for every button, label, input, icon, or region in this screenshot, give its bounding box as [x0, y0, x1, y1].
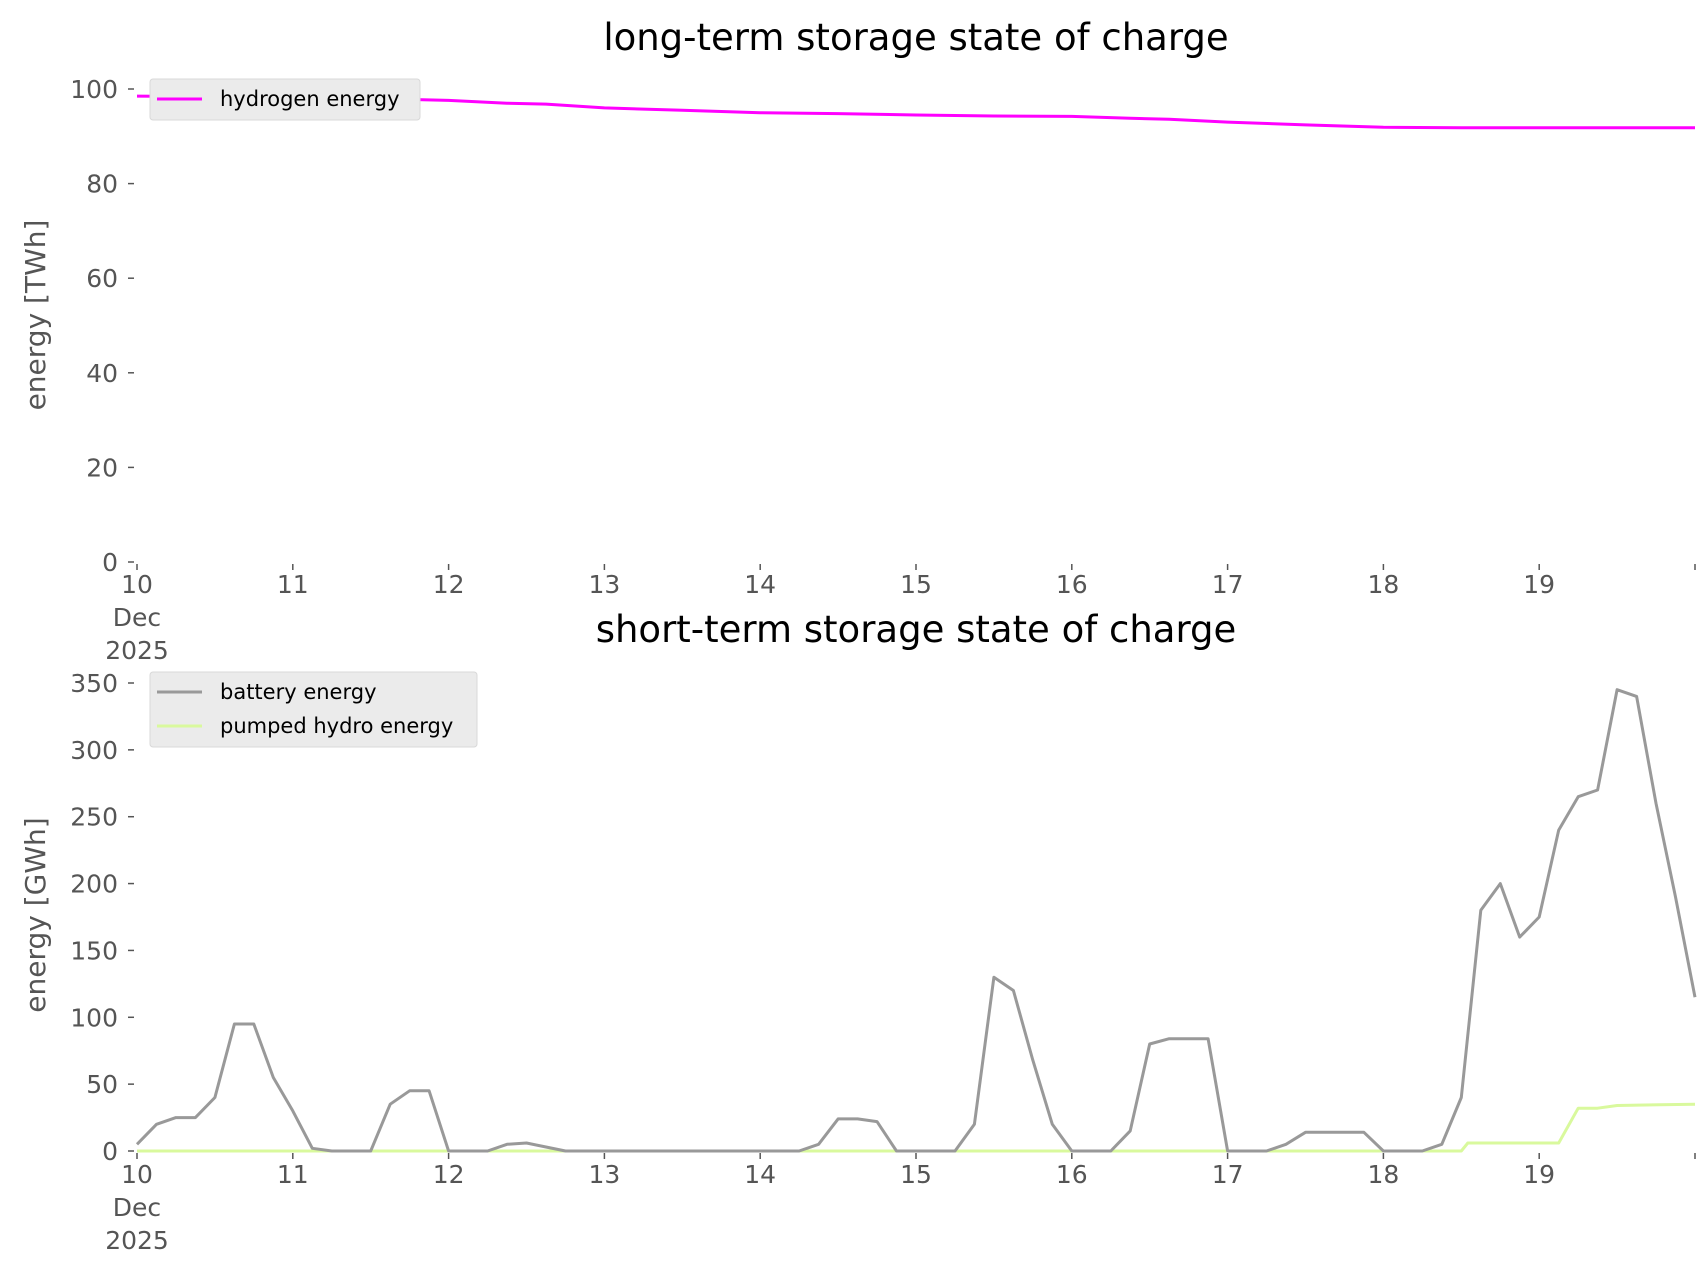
bottom-series-line-0 [135, 688, 1697, 1153]
bottom-y-tick-label: 100 [70, 1003, 118, 1032]
bottom-chart-x-axis: 10 11 12 13 14 15 16 17 18 19 Dec 2025 [105, 1153, 1696, 1255]
bottom-series-line-1 [137, 1102, 1696, 1153]
bottom-x-tick-label: 14 [744, 1160, 776, 1189]
top-y-tick-label: 100 [70, 75, 118, 104]
top-chart-x-axis: 10 11 12 13 14 15 16 17 18 19 Dec 2025 [105, 564, 1696, 665]
bottom-y-tick-label: 200 [70, 870, 118, 899]
top-y-tick-label: 0 [102, 548, 118, 577]
bottom-chart-title: short-term storage state of charge [596, 608, 1237, 651]
bottom-y-tick-label: 350 [70, 669, 118, 698]
top-x-tick-label: 19 [1523, 570, 1555, 599]
top-x-tick-label: 17 [1212, 570, 1244, 599]
bottom-chart-ylabel: energy [GWh] [19, 817, 52, 1012]
bottom-y-tick-label: 150 [70, 936, 118, 965]
bottom-x-tick-label: 16 [1056, 1160, 1088, 1189]
top-legend-box [149, 78, 421, 121]
bottom-x-tick-label: 17 [1212, 1160, 1244, 1189]
top-x-tick-label: 16 [1056, 570, 1088, 599]
bottom-y-tick-label: 0 [102, 1137, 118, 1166]
top-chart-series [136, 94, 1695, 130]
top-x-tick-label: 11 [277, 570, 309, 599]
bottom-y-tick-label: 300 [70, 736, 118, 765]
bottom-legend-label: pumped hydro energy [220, 714, 453, 738]
bottom-y-tick-label: 250 [70, 803, 118, 832]
bottom-chart-series [135, 688, 1697, 1153]
long-term-storage-chart: long-term storage state of charge energy… [19, 16, 1696, 665]
top-x-tick-label: 18 [1367, 570, 1399, 599]
top-chart-title: long-term storage state of charge [603, 16, 1228, 59]
top-x-tick-sublabel: Dec [113, 603, 161, 632]
bottom-chart-y-axis: 0 50 100 150 200 250 300 350 [70, 669, 134, 1166]
bottom-x-tick-sublabel: Dec [113, 1193, 161, 1222]
top-x-tick-label: 15 [900, 570, 932, 599]
short-term-storage-chart: short-term storage state of charge energ… [19, 608, 1697, 1255]
bottom-x-tick-label: 10 [121, 1160, 153, 1189]
top-y-tick-label: 80 [86, 170, 118, 199]
top-chart-legend: hydrogen energy [149, 78, 421, 121]
bottom-x-tick-label: 11 [277, 1160, 309, 1189]
top-legend-label: hydrogen energy [220, 87, 400, 111]
bottom-legend-box [149, 671, 478, 748]
top-x-tick-label: 12 [433, 570, 465, 599]
top-series-line-0 [136, 94, 1695, 130]
top-x-tick-label: 10 [121, 570, 153, 599]
bottom-x-tick-label: 12 [433, 1160, 465, 1189]
top-x-tick-label: 14 [744, 570, 776, 599]
bottom-legend-label: battery energy [220, 680, 377, 704]
bottom-chart-legend: battery energy pumped hydro energy [149, 671, 478, 748]
bottom-x-tick-label: 19 [1523, 1160, 1555, 1189]
top-y-tick-label: 60 [86, 264, 118, 293]
bottom-y-tick-label: 50 [86, 1070, 118, 1099]
bottom-x-tick-label: 18 [1367, 1160, 1399, 1189]
top-x-tick-sublabel: 2025 [105, 636, 169, 665]
top-x-tick-label: 13 [588, 570, 620, 599]
bottom-x-tick-label: 13 [588, 1160, 620, 1189]
top-y-tick-label: 40 [86, 359, 118, 388]
bottom-x-tick-label: 15 [900, 1160, 932, 1189]
top-chart-y-axis: 0 20 40 60 80 100 [70, 75, 134, 577]
top-y-tick-label: 20 [86, 453, 118, 482]
top-chart-ylabel: energy [TWh] [19, 220, 52, 411]
bottom-x-tick-sublabel: 2025 [105, 1226, 169, 1255]
